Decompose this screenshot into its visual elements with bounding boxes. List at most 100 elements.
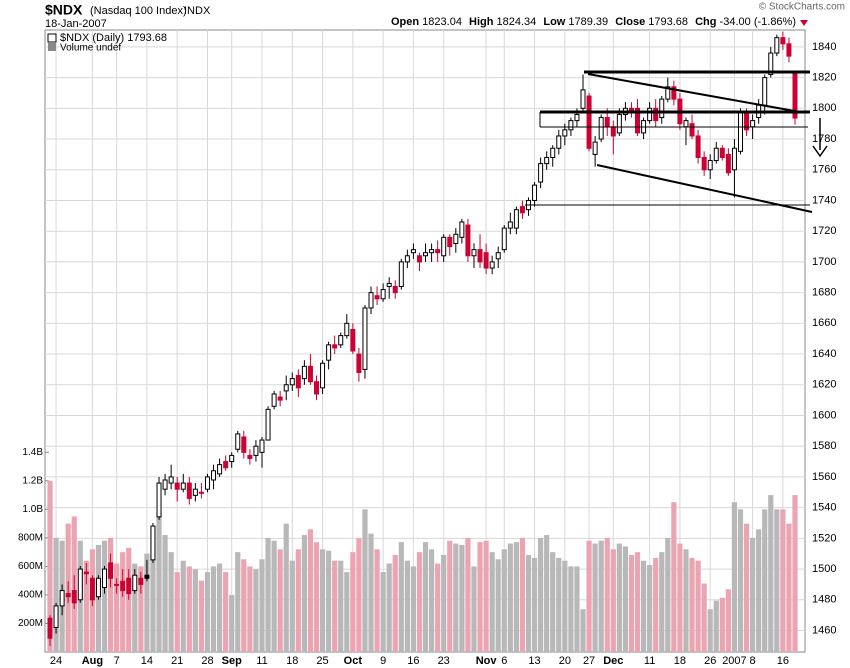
legend-name: $NDX (Daily) bbox=[60, 32, 124, 44]
volume-bar bbox=[223, 572, 229, 652]
volume-bar bbox=[180, 560, 186, 652]
volume-bar bbox=[683, 549, 689, 652]
candle-body bbox=[653, 107, 659, 122]
candle-body bbox=[204, 476, 210, 490]
volume-bar bbox=[531, 557, 538, 652]
y2-tick-label: 1.2B bbox=[22, 475, 43, 486]
x-tick-label: 16 bbox=[777, 655, 789, 667]
x-tick-label: 8 bbox=[750, 655, 756, 667]
volume-bar bbox=[386, 563, 392, 652]
candle-body bbox=[71, 590, 77, 604]
volume-bar bbox=[350, 552, 356, 652]
candle-body bbox=[162, 479, 168, 490]
volume-bar bbox=[780, 509, 786, 652]
candle-body bbox=[501, 227, 507, 251]
y-tick-label: 1720 bbox=[812, 225, 836, 237]
candle-body bbox=[295, 375, 301, 389]
volume-bar bbox=[574, 566, 580, 652]
x-tick-label: 14 bbox=[141, 655, 153, 667]
y2-tick-label: 1.4B bbox=[22, 447, 43, 458]
y-tick-label: 1840 bbox=[812, 41, 836, 53]
y-tick-label: 1660 bbox=[812, 317, 836, 329]
volume-bar bbox=[247, 566, 253, 652]
volume-bar bbox=[253, 569, 259, 652]
candle-body bbox=[144, 574, 150, 579]
volume-bar bbox=[259, 559, 265, 652]
x-tick-label: 2007 bbox=[722, 655, 746, 667]
volume-bar bbox=[495, 559, 501, 652]
volume-bar bbox=[107, 537, 114, 652]
volume-bar bbox=[459, 545, 465, 652]
candle-body bbox=[380, 289, 386, 300]
candle-body bbox=[471, 249, 477, 257]
x-tick-label: 18 bbox=[286, 655, 298, 667]
volume-bar bbox=[53, 537, 59, 652]
index-name: (Nasdaq 100 Index) bbox=[90, 5, 187, 17]
volume-bar bbox=[398, 542, 404, 652]
candle-body bbox=[647, 107, 653, 122]
candle-body bbox=[102, 568, 108, 588]
candle-body bbox=[465, 224, 471, 257]
candle-body bbox=[544, 156, 550, 165]
volume-bar bbox=[538, 537, 544, 652]
volume-bar bbox=[677, 543, 683, 652]
volume-bar bbox=[525, 554, 532, 652]
volume-bar bbox=[519, 537, 526, 652]
volume-bar bbox=[707, 609, 713, 652]
volume-bar bbox=[447, 540, 453, 652]
volume-bar bbox=[356, 537, 362, 652]
volume-bar bbox=[477, 542, 483, 652]
candle-body bbox=[108, 562, 114, 579]
candle-body bbox=[598, 117, 604, 140]
candle-body bbox=[695, 135, 701, 158]
volume-bar bbox=[374, 549, 380, 652]
volume-bar bbox=[640, 560, 647, 652]
volume-bar bbox=[229, 594, 235, 652]
candle-body bbox=[562, 129, 568, 137]
volume-bar bbox=[210, 566, 217, 652]
label: Low bbox=[543, 16, 565, 28]
volume-bar bbox=[338, 560, 344, 652]
volume-bar bbox=[265, 537, 271, 652]
volume-bar bbox=[416, 552, 423, 652]
candle-body bbox=[671, 86, 677, 100]
legend-icon bbox=[47, 33, 57, 43]
x-tick-label: Aug bbox=[82, 655, 103, 667]
y-tick-label: 1680 bbox=[812, 287, 836, 299]
candle-body bbox=[513, 209, 519, 229]
candle-body bbox=[47, 617, 53, 639]
volume-bar bbox=[162, 535, 168, 652]
candle-body bbox=[707, 160, 713, 171]
value: 1824.34 bbox=[497, 16, 537, 28]
volume-bar bbox=[428, 549, 435, 652]
y2-tick-label: 200M bbox=[18, 618, 43, 629]
volume-bar bbox=[198, 580, 205, 652]
candle-body bbox=[95, 577, 101, 598]
candle-body bbox=[398, 261, 404, 287]
candle-body bbox=[453, 233, 459, 244]
volume-bar bbox=[150, 526, 156, 652]
y-tick-label: 1560 bbox=[812, 471, 836, 483]
y-tick-label: 1740 bbox=[812, 194, 836, 206]
candle-body bbox=[659, 98, 665, 119]
volume-bar bbox=[489, 552, 495, 652]
candle-body bbox=[138, 577, 144, 585]
candle-body bbox=[423, 252, 429, 257]
volume-bar bbox=[610, 549, 616, 652]
volume-bar bbox=[562, 560, 568, 652]
volume-bar bbox=[556, 557, 562, 652]
volume-bar bbox=[628, 554, 635, 652]
y-tick-label: 1600 bbox=[812, 409, 836, 421]
candle-body bbox=[217, 464, 223, 475]
volume-bar bbox=[144, 553, 150, 652]
volume-bar bbox=[126, 547, 132, 652]
volume-bar bbox=[192, 569, 198, 652]
y-tick-label: 1700 bbox=[812, 256, 836, 268]
volume-bar bbox=[392, 554, 398, 652]
candle-body bbox=[410, 249, 416, 254]
volume-bar bbox=[132, 563, 138, 652]
y-tick-label: 1640 bbox=[812, 348, 836, 360]
volume-bar bbox=[580, 609, 586, 652]
x-tick-label: 9 bbox=[380, 655, 386, 667]
x-tick-label: 27 bbox=[583, 655, 595, 667]
